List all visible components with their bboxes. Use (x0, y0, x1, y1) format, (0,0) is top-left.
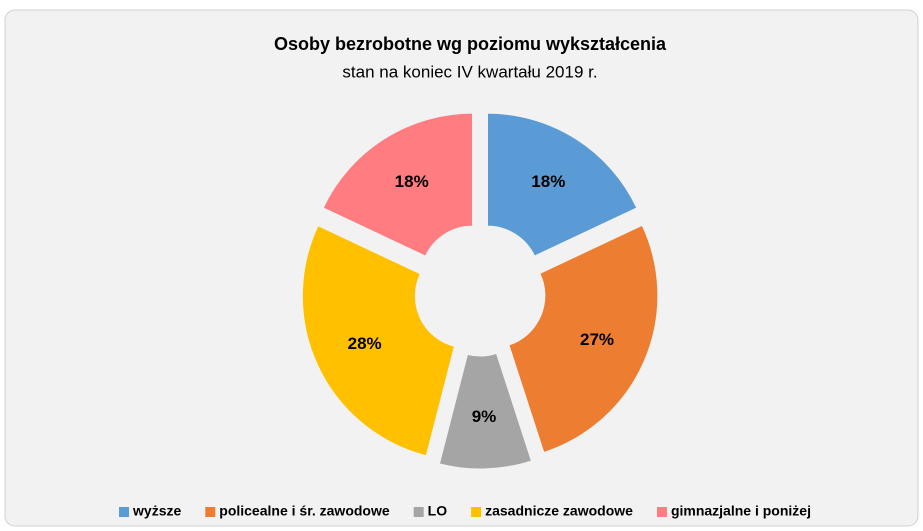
pie-slice (438, 352, 533, 470)
data-label: 9% (472, 407, 497, 426)
pie-slice (508, 224, 659, 454)
legend-label: LO (428, 503, 448, 519)
legend-label: wyższe (132, 503, 181, 519)
legend-label: zasadnicze zawodowe (485, 503, 633, 519)
pie-slice (487, 112, 638, 257)
pie-slice (301, 225, 456, 457)
chart-background (4, 9, 919, 527)
data-label: 28% (348, 334, 382, 353)
legend-swatch (205, 507, 216, 517)
legend-swatch (413, 507, 424, 517)
legend-swatch (119, 507, 130, 517)
data-label: 18% (395, 172, 429, 191)
pie-slice (322, 112, 473, 257)
legend-swatch (656, 507, 667, 517)
chart-subtitle: stan na koniec IV kwartału 2019 r. (342, 62, 597, 81)
data-label: 27% (580, 330, 614, 349)
legend-label: policealne i śr. zawodowe (219, 503, 390, 519)
data-label: 18% (531, 172, 565, 191)
chart-title: Osoby bezrobotne wg poziomu wykształceni… (274, 34, 667, 54)
legend-swatch (471, 507, 482, 517)
legend-label: gimnazjalne i poniżej (671, 503, 811, 519)
